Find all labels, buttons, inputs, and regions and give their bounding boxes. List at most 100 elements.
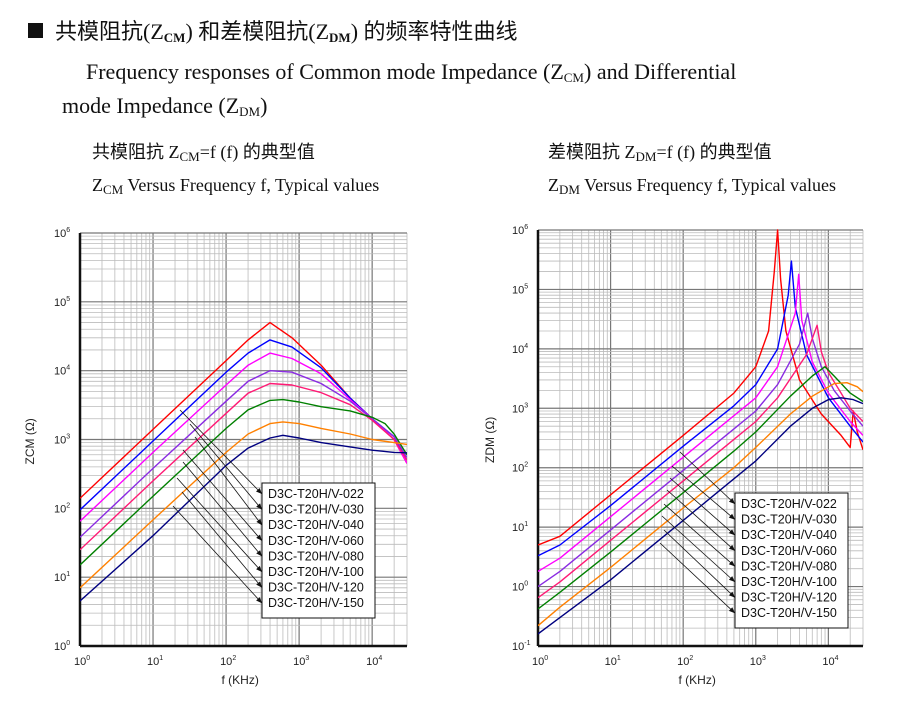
zdm-chart: 100 101 102 103 10410-1100101102103104105106…	[483, 224, 864, 687]
left-chart-caption: 共模阻抗 ZCM=f (f) 的典型值 ZCM Versus Frequency…	[92, 138, 379, 204]
intro-paragraph: Frequency responses of Common mode Imped…	[62, 59, 737, 119]
legend-arrow-line	[172, 505, 263, 604]
legend-entry: D3C-T20H/V-080	[268, 549, 364, 563]
x-tick-label: 103	[750, 655, 766, 668]
y-tick-exponent: 5	[66, 296, 70, 303]
series-line-022	[538, 229, 863, 546]
legend-arrow-line	[659, 542, 736, 614]
legend-entry: D3C-T20H/V-030	[268, 503, 364, 517]
right-caption-en: ZDM Versus Frequency f, Typical values	[548, 175, 836, 197]
legend-arrowhead	[256, 565, 262, 572]
x-tick-label: 104	[366, 655, 382, 668]
x-tick-label: 103	[293, 655, 309, 668]
legend-arrow-line	[179, 409, 263, 495]
y-tick-exponent: 2	[66, 502, 70, 509]
x-tick-label: 100	[532, 655, 548, 668]
x-tick-exponent: 2	[232, 655, 236, 662]
legend-arrow-line	[663, 529, 736, 598]
legend-arrowhead	[256, 488, 262, 494]
y-tick-label: 106	[54, 227, 70, 240]
legend-arrowhead	[256, 581, 262, 588]
legend-arrow-line	[669, 477, 736, 536]
legend-arrow-line	[661, 515, 736, 583]
series-line-060	[80, 370, 407, 538]
legend-arrow-line	[181, 491, 263, 588]
y-tick-exponent: 0	[66, 640, 70, 647]
y-tick-label: 10-1	[512, 640, 531, 653]
x-tick-label: 101	[147, 655, 163, 668]
series-line-080	[538, 324, 863, 599]
x-tick-exponent: 0	[544, 655, 548, 662]
y-tick-label: 104	[512, 343, 528, 356]
legend-entry: D3C-T20H/V-060	[741, 544, 837, 558]
legend-entry: D3C-T20H/V-120	[268, 581, 364, 595]
x-tick-exponent: 0	[86, 655, 90, 662]
x-tick-exponent: 3	[762, 655, 766, 662]
y-tick-label: 106	[512, 224, 528, 237]
legend-entry: D3C-T20H/V-080	[741, 559, 837, 573]
legend-arrowhead	[728, 513, 735, 520]
x-axis-label: f (KHz)	[222, 673, 259, 687]
series-line-120	[538, 382, 863, 627]
series-line-120	[80, 421, 407, 589]
x-tick-exponent: 2	[689, 655, 693, 662]
legend-arrow-line	[182, 449, 263, 542]
series-line-100	[538, 366, 863, 610]
y-tick-exponent: 6	[66, 227, 70, 234]
legend-entry: D3C-T20H/V-120	[741, 591, 837, 605]
series-line-030	[538, 260, 863, 557]
x-tick-exponent: 4	[835, 655, 839, 662]
legend-entry: D3C-T20H/V-022	[268, 487, 364, 501]
series-line-060	[538, 312, 863, 588]
y-tick-exponent: 6	[524, 224, 528, 231]
legend-arrowhead	[728, 498, 735, 504]
section-header: 共模阻抗(ZCM) 和差模阻抗(ZDM) 的频率特性曲线	[28, 14, 518, 46]
x-axis-label: f (KHz)	[679, 673, 716, 687]
legend-arrowhead	[728, 529, 735, 536]
y-tick-label: 100	[512, 581, 528, 594]
y-tick-exponent: 2	[524, 462, 528, 469]
series-line-150	[80, 434, 407, 602]
y-tick-label: 103	[54, 434, 70, 447]
y-tick-exponent: 1	[66, 571, 70, 578]
legend-box	[734, 492, 849, 629]
legend-arrowhead	[256, 597, 262, 604]
y-tick-exponent: 5	[524, 283, 528, 290]
series-line-040	[80, 352, 407, 522]
legend-entry: D3C-T20H/V-022	[741, 497, 837, 511]
y-tick-exponent: 1	[524, 521, 528, 528]
left-caption-cn: 共模阻抗 ZCM=f (f) 的典型值	[92, 142, 315, 164]
y-tick-label: 101	[54, 571, 70, 584]
y-tick-label: 103	[512, 402, 528, 415]
legend-arrowhead	[728, 544, 735, 551]
y-tick-label: 100	[54, 640, 70, 653]
x-tick-label: 100	[74, 655, 90, 668]
x-tick-label: 104	[822, 655, 838, 668]
legend: D3C-T20H/V-022D3C-T20H/V-030D3C-T20H/V-0…	[659, 451, 849, 629]
y-tick-exponent: 0	[524, 581, 528, 588]
x-tick-exponent: 3	[305, 655, 309, 662]
legend-arrow-line	[679, 451, 736, 505]
legend-arrowhead	[256, 518, 262, 526]
y-tick-exponent: 3	[66, 434, 70, 441]
legend-arrow-line	[663, 503, 736, 567]
y-tick-label: 105	[54, 296, 70, 309]
legend-entry: D3C-T20H/V-040	[741, 528, 837, 542]
series-line-080	[80, 382, 407, 551]
legend-arrowhead	[728, 591, 735, 598]
section-title: 共模阻抗(ZCM) 和差模阻抗(ZDM) 的频率特性曲线	[55, 19, 518, 45]
y-tick-label: 104	[54, 365, 70, 378]
legend-entry: D3C-T20H/V-100	[268, 565, 364, 579]
legend-entry: D3C-T20H/V-060	[268, 534, 364, 548]
y-tick-label: 102	[54, 502, 70, 515]
y-tick-exponent: 3	[524, 402, 528, 409]
y-axis-label: ZCM (Ω)	[23, 418, 37, 464]
legend-box	[261, 482, 376, 619]
legend-arrow-line	[189, 423, 263, 510]
right-caption-cn: 差模阻抗 ZDM=f (f) 的典型值	[548, 142, 772, 164]
legend-arrowhead	[256, 550, 262, 557]
x-tick-label: 102	[220, 655, 236, 668]
legend-entry: D3C-T20H/V-040	[268, 518, 364, 532]
legend-arrowhead	[256, 503, 262, 510]
